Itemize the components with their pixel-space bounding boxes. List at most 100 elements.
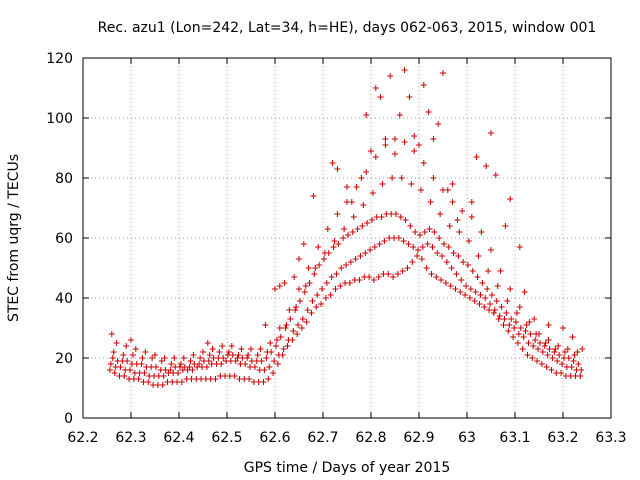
data-point [492,172,499,178]
data-point [219,343,226,349]
data-point [545,322,552,328]
data-point [430,136,437,142]
data-point [299,316,306,322]
data-point [296,256,302,262]
data-point [138,361,145,367]
data-point [574,349,581,355]
data-point [110,349,117,355]
data-point [411,133,418,139]
data-point [366,274,373,280]
data-point [561,349,568,355]
axis-ticks: 62.2 62.3 62.4 62.5 62.6 62.7 62.8 62.9 63 63.1 63… [46,51,626,446]
data-point [517,325,524,331]
data-point [428,271,435,277]
data-point [311,271,318,277]
data-point [285,337,292,343]
data-point [457,289,464,295]
data-point [508,316,515,322]
data-point [168,361,175,367]
data-point [536,340,543,346]
data-point [364,220,371,226]
data-point [551,349,558,355]
data-point [335,241,342,247]
data-point [113,340,120,346]
data-point [538,361,545,367]
data-point [532,337,539,343]
data-point [426,226,433,232]
data-point [363,169,370,175]
data-point [529,355,536,361]
data-point [149,355,156,361]
data-point [571,352,578,358]
data-point [338,265,345,271]
data-point [419,244,426,250]
data-point [427,199,434,205]
data-point [449,181,456,187]
data-point [341,226,348,232]
y-tick-label: 120 [46,51,73,67]
data-point [251,364,258,370]
data-point [556,352,563,358]
data-point [521,289,528,295]
data-point [523,322,530,328]
data-point [420,82,427,88]
data-point [486,307,493,313]
data-point [430,175,437,181]
data-point [238,346,245,352]
data-point [178,379,185,385]
data-point [568,364,575,370]
data-point [310,193,317,199]
data-point [186,364,193,370]
data-point [292,307,299,313]
data-point [177,361,184,367]
data-point [220,355,227,361]
data-point [578,367,585,373]
data-point [544,352,551,358]
data-point [229,352,236,358]
data-point [128,337,134,343]
data-point [308,310,315,316]
data-point [316,262,323,268]
data-point [200,349,206,355]
data-point [543,364,550,370]
data-point [560,325,566,331]
data-point [387,73,394,79]
data-point [456,229,463,235]
data-point [410,244,417,250]
data-point [284,343,291,349]
data-point [376,241,383,247]
data-point [329,160,336,166]
data-point [514,340,521,346]
data-point [129,352,136,358]
data-point [497,268,504,274]
data-point [281,280,288,286]
data-point [411,148,418,154]
data-point [245,352,252,358]
data-point [484,286,491,292]
data-point [348,199,355,205]
grid [83,58,611,418]
data-point [449,199,456,205]
data-point [468,214,475,220]
data-point [315,244,322,250]
data-point [212,376,219,382]
data-point [423,265,430,271]
data-point [286,307,293,313]
data-point [475,253,482,259]
y-tick-label: 0 [64,411,73,427]
data-point [503,310,510,316]
data-point [569,334,576,340]
data-point [372,154,379,160]
data-point [139,355,146,361]
data-point [464,262,471,268]
data-point [378,214,385,220]
data-point [485,268,492,274]
data-point [370,277,377,283]
data-point [267,340,274,346]
data-point [204,340,211,346]
data-point [295,322,302,328]
data-point [554,358,561,364]
data-point [575,361,582,367]
data-point [516,304,523,310]
